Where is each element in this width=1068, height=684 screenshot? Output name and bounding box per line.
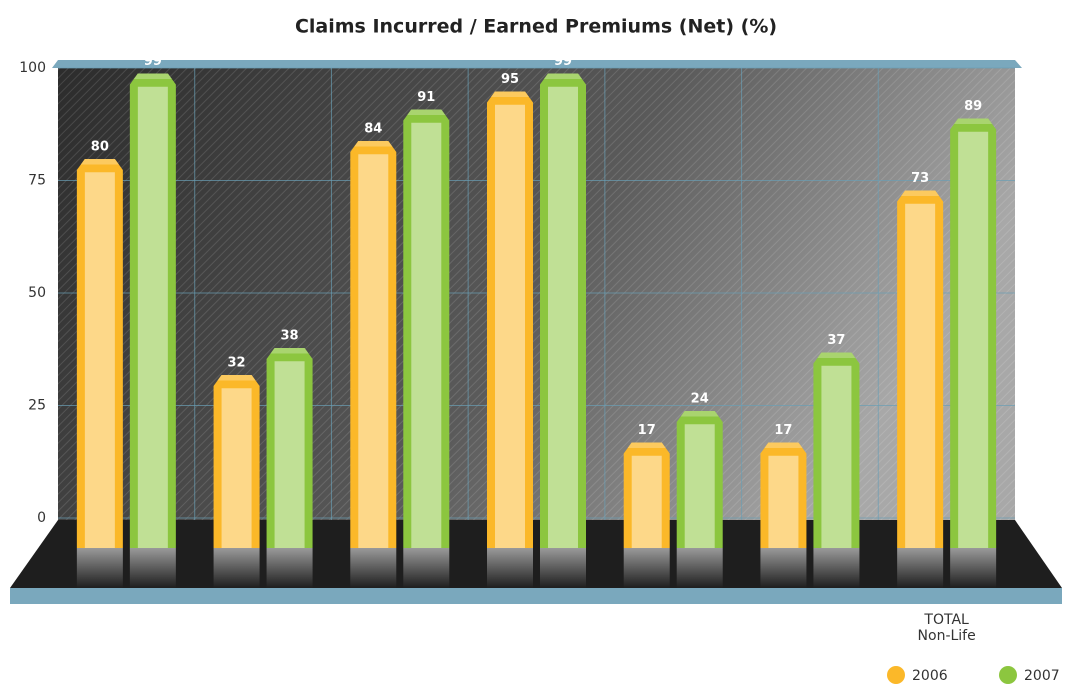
bar-reflection [129,548,176,588]
y-tick-label: 0 [37,510,46,526]
top-rail [52,60,1022,68]
value-label: 95 [501,72,519,87]
bar-cap-top [680,411,719,417]
chart-title: Claims Incurred / Earned Premiums (Net) … [295,16,777,38]
value-label: 99 [554,54,572,69]
bar-reflection [76,548,123,588]
bar-group: 73 [897,171,944,588]
bar-reflection [213,548,260,588]
bar-face [221,386,252,548]
y-tick-label: 100 [19,60,46,76]
bar-cap-top [491,91,529,97]
bar-face [821,363,852,548]
bar-group: 38 [266,329,313,588]
bar-reflection [897,548,944,588]
bar-reflection [813,548,860,588]
y-tick-label: 75 [28,173,46,189]
y-tick-label: 50 [28,285,46,301]
bar-cap-top [817,352,856,358]
bar-group: 84 [350,122,397,588]
value-label: 37 [827,333,845,348]
bar-cap-top [80,159,119,165]
bottom-rail [10,588,1062,604]
bar-face [358,152,389,548]
bar-reflection [403,548,450,588]
bar-group: 99 [129,54,176,588]
bar-face [274,359,305,548]
plot-hatch [58,68,1015,520]
value-label: 99 [144,54,162,69]
bar-cap-top [627,442,666,448]
value-label: 17 [638,423,656,438]
bar-face [84,170,115,548]
bar-face [411,120,442,548]
bar-cap-top [407,109,446,115]
legend-swatch [887,666,905,684]
value-label: 17 [774,423,792,438]
legend-label: 2006 [912,668,948,684]
value-label: 80 [91,140,109,155]
bar-group: 80 [76,140,123,588]
bar-face [548,84,578,548]
bar-cap-top [217,375,256,381]
bars: 80 99 32 38 84 91 95 99 17 24 17 37 73 89 [76,54,997,588]
bar-group: 32 [213,356,260,588]
bar-cap-top [133,73,172,79]
bar-group: 37 [813,333,860,588]
bar-cap-top [901,190,940,196]
legend-label: 2007 [1024,668,1060,684]
value-label: 73 [911,171,929,186]
bar-face [631,453,662,548]
bar-face [495,102,525,548]
bar-group: 89 [950,99,997,588]
bar-face [768,453,799,548]
bar-reflection [760,548,807,588]
x-tick-label: TOTAL Non-Life [918,612,976,644]
legend-swatch [999,666,1017,684]
bar-face [684,422,715,548]
bar-reflection [676,548,723,588]
bar-group: 24 [676,392,723,588]
value-label: 89 [964,99,982,114]
value-label: 32 [228,356,246,371]
bar-reflection [266,548,313,588]
bar-reflection [540,548,586,588]
bar-cap-top [354,141,393,147]
bar-cap-top [954,118,993,124]
value-label: 84 [364,122,382,137]
value-label: 38 [281,329,299,344]
bar-reflection [487,548,533,588]
bar-group: 95 [487,72,533,588]
bar-cap-top [764,442,803,448]
bar-face [905,201,936,548]
bar-group: 99 [540,54,586,588]
bar-face [137,84,168,548]
bar-group: 17 [760,423,807,588]
bar-cap-top [270,348,309,354]
bar-group: 91 [403,90,450,588]
bar-cap-top [544,73,582,79]
bar-face [958,129,989,548]
bar-reflection [350,548,397,588]
value-label: 91 [417,90,435,105]
bar-group: 17 [623,423,670,588]
bar-reflection [623,548,670,588]
bar-reflection [950,548,997,588]
y-tick-label: 25 [28,398,46,414]
value-label: 24 [691,392,709,407]
